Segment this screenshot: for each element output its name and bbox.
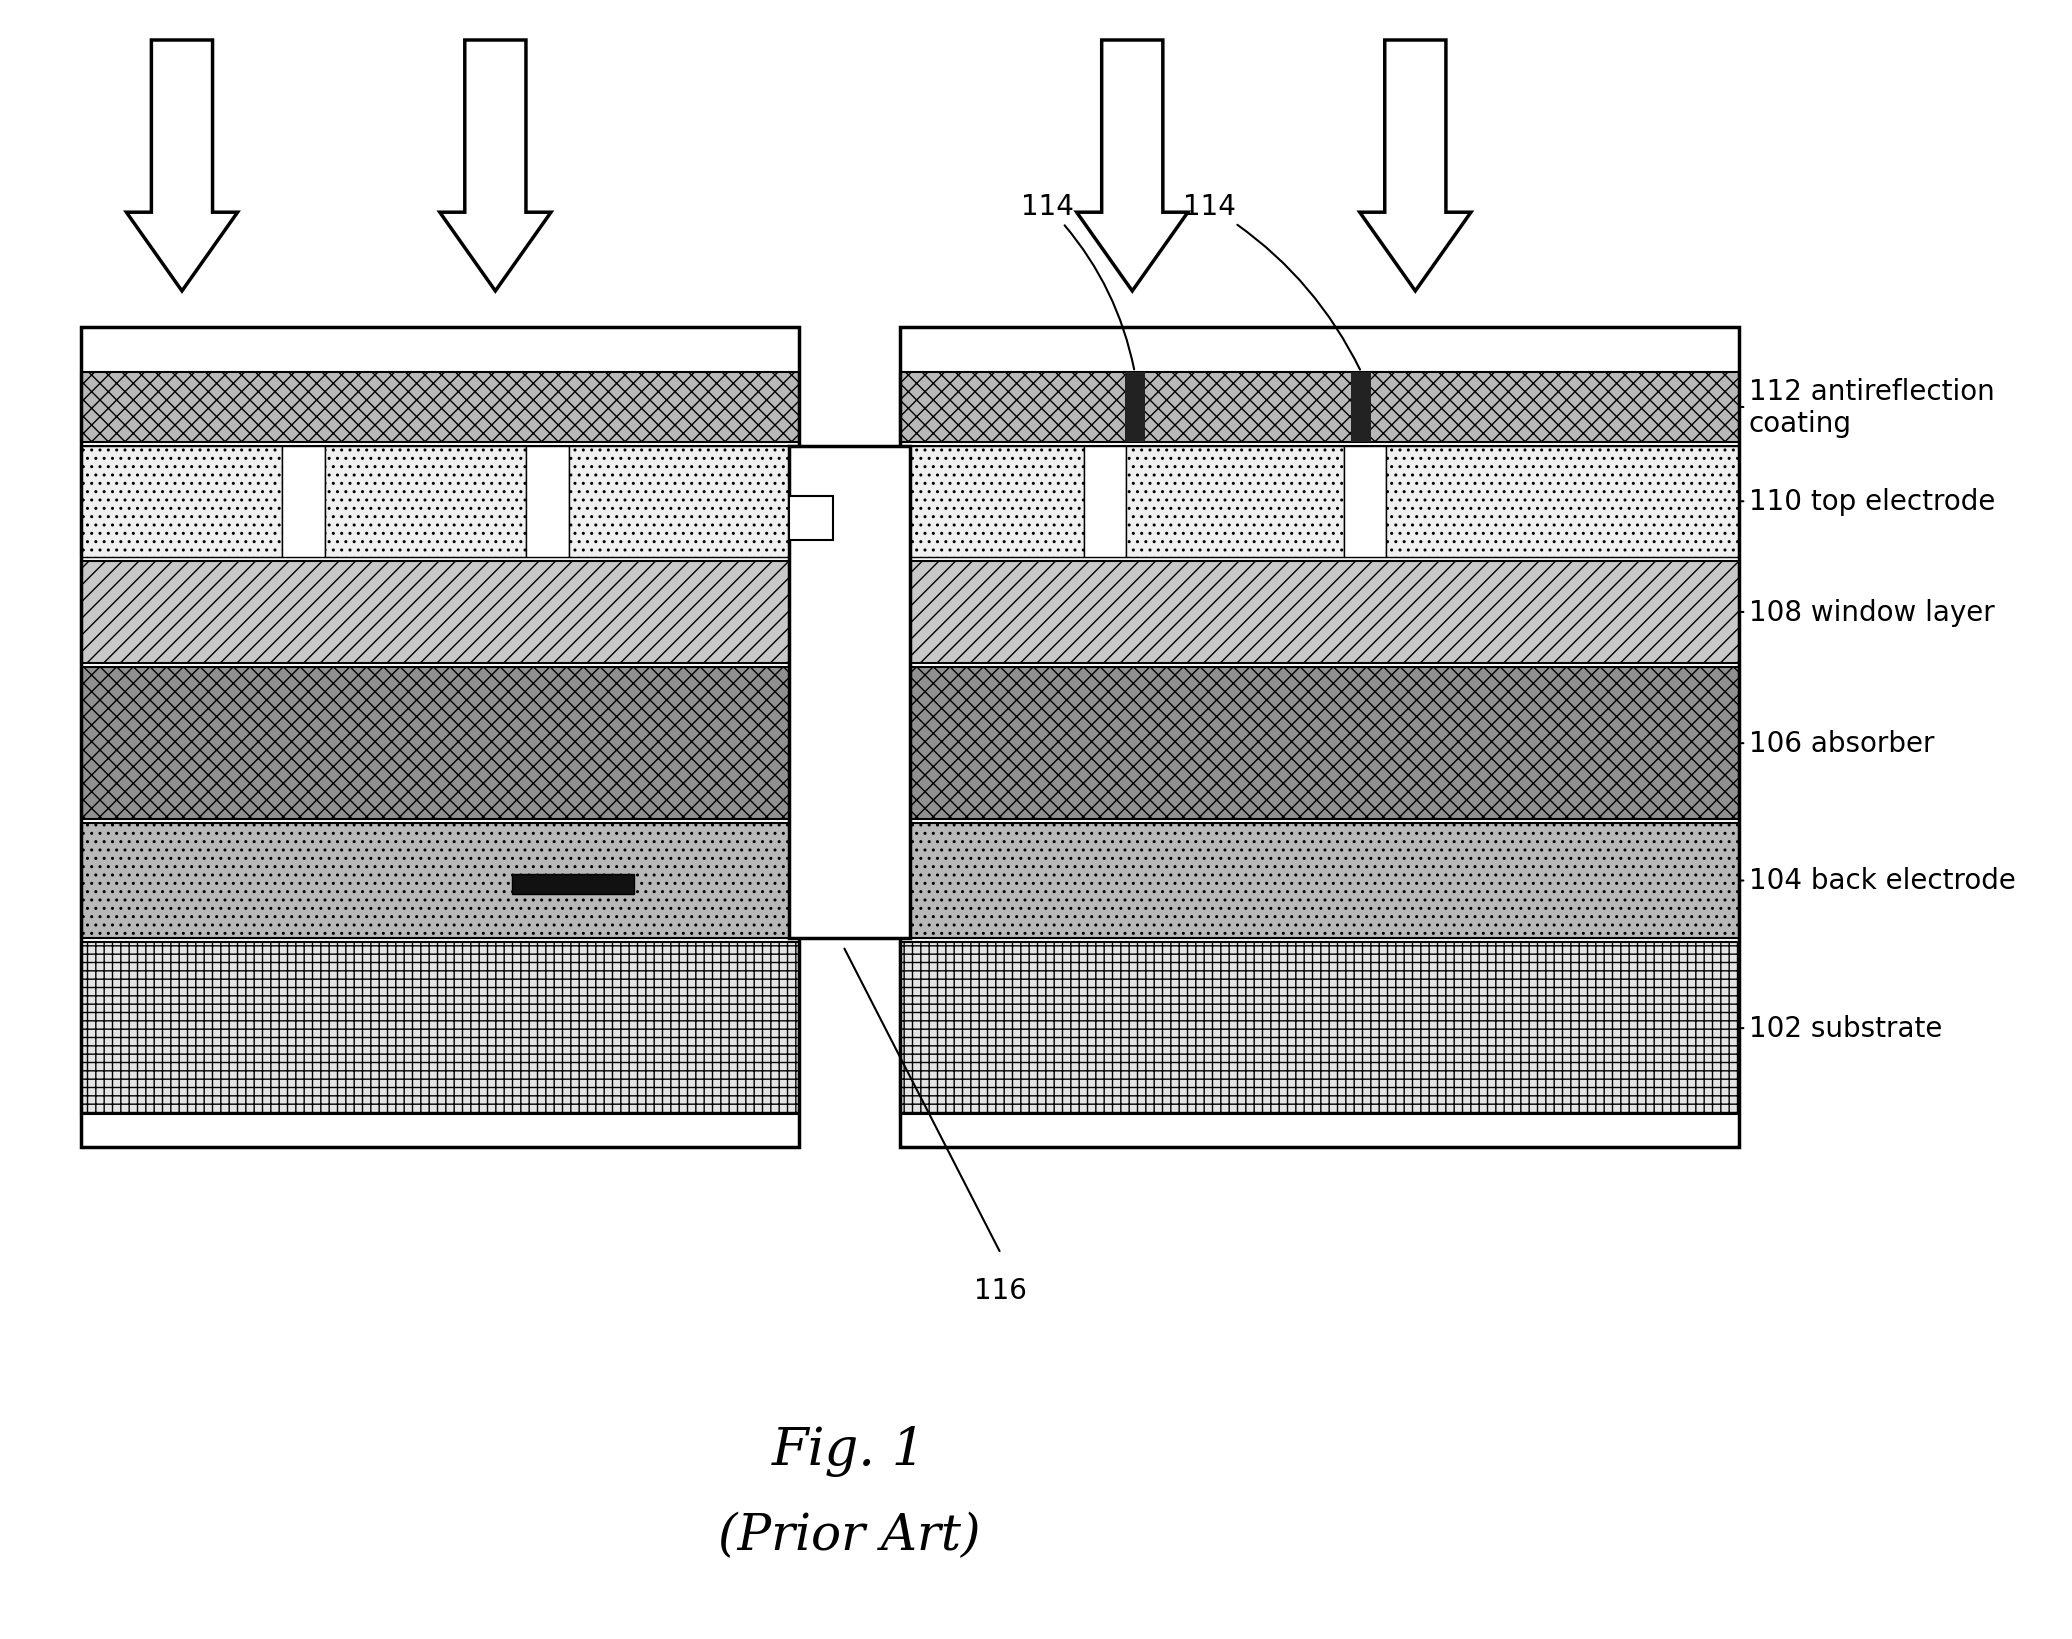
Bar xyxy=(81,561,798,664)
Bar xyxy=(789,446,910,938)
Polygon shape xyxy=(1359,41,1471,292)
Bar xyxy=(1345,447,1386,557)
Text: 104 back electrode: 104 back electrode xyxy=(1743,867,2016,895)
Bar xyxy=(899,561,1738,664)
Text: 110 top electrode: 110 top electrode xyxy=(1743,488,1995,516)
Bar xyxy=(1125,372,1146,443)
Bar xyxy=(899,372,1738,443)
Bar xyxy=(789,497,833,541)
Text: 114: 114 xyxy=(1183,193,1359,370)
Bar xyxy=(526,447,570,557)
Bar xyxy=(899,447,1084,557)
Bar xyxy=(1084,447,1127,557)
Bar xyxy=(899,328,1738,1147)
Bar xyxy=(81,372,798,443)
Bar xyxy=(899,823,1738,938)
Bar xyxy=(1127,447,1345,557)
Polygon shape xyxy=(126,41,238,292)
Bar xyxy=(899,669,1738,820)
Bar xyxy=(899,942,1738,1115)
Text: 116: 116 xyxy=(974,1275,1028,1305)
Polygon shape xyxy=(1077,41,1187,292)
Text: (Prior Art): (Prior Art) xyxy=(719,1511,980,1560)
Bar xyxy=(899,447,1738,557)
Bar xyxy=(81,447,282,557)
Text: 112 antireflection
coating: 112 antireflection coating xyxy=(1743,377,1995,438)
Bar xyxy=(1386,447,1738,557)
Bar xyxy=(81,669,798,820)
Bar xyxy=(282,447,325,557)
Text: 102 substrate: 102 substrate xyxy=(1743,1015,1941,1042)
Text: Fig. 1: Fig. 1 xyxy=(773,1424,926,1477)
Bar xyxy=(81,447,798,557)
Bar xyxy=(570,447,798,557)
Bar xyxy=(81,942,798,1115)
Text: 108 window layer: 108 window layer xyxy=(1743,598,1995,626)
Text: 114: 114 xyxy=(1021,193,1133,370)
Bar xyxy=(1351,372,1372,443)
Bar xyxy=(512,874,634,895)
Text: 106 absorber: 106 absorber xyxy=(1743,729,1935,757)
Bar xyxy=(325,447,526,557)
Bar xyxy=(81,823,798,938)
Polygon shape xyxy=(439,41,551,292)
Bar xyxy=(81,328,798,1147)
